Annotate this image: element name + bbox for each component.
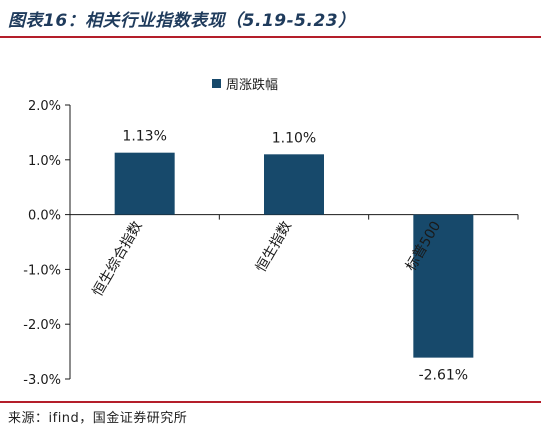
data-label: -2.61% <box>419 368 469 384</box>
legend: 周涨跌幅 <box>212 77 278 93</box>
bars <box>114 152 474 358</box>
data-label: 1.13% <box>122 129 166 145</box>
category-label: 恒生综合指数 <box>90 219 146 300</box>
bar <box>264 154 324 215</box>
source-divider <box>0 401 541 403</box>
data-label: 1.10% <box>272 130 316 146</box>
y-tick-label: -2.0% <box>23 318 61 333</box>
source-note: 来源：ifind，国金证券研究所 <box>8 411 188 426</box>
title-divider <box>0 36 541 38</box>
category-label: 恒生指数 <box>253 219 295 275</box>
y-tick-label: 2.0% <box>28 99 61 114</box>
y-tick-label: -1.0% <box>23 263 61 278</box>
y-tick-label: 1.0% <box>28 154 61 169</box>
legend-label: 周涨跌幅 <box>226 77 278 93</box>
y-tick-label: 0.0% <box>28 209 61 224</box>
bar <box>114 152 175 215</box>
chart-title: 图表16：相关行业指数表现（5.19-5.23） <box>8 11 356 31</box>
bar <box>413 214 474 358</box>
y-tick-label: -3.0% <box>23 373 61 388</box>
axes: 2.0% 1.0% 0.0% -1.0% -2.0% -3.0% <box>23 99 519 388</box>
legend-swatch <box>212 79 221 88</box>
